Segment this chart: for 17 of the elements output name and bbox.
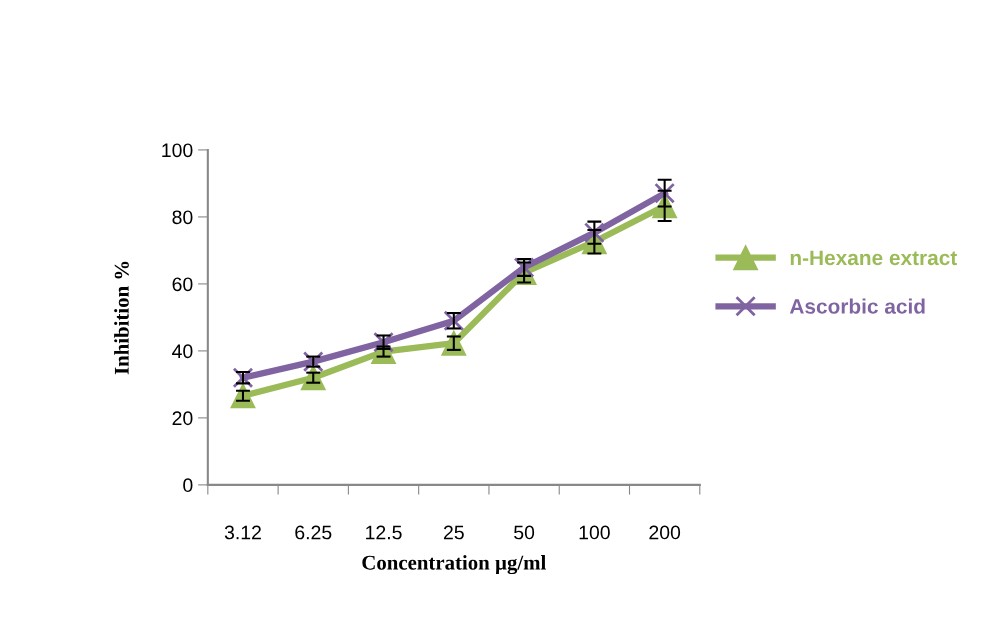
y-tick-label: 80: [172, 210, 193, 225]
y-axis-title: Inhibition %: [114, 261, 129, 375]
y-tick-label: 100: [162, 143, 193, 158]
legend-label: n-Hexane extract: [790, 250, 958, 266]
y-tick-label: 60: [172, 277, 193, 292]
x-tick-label: 25: [443, 525, 464, 540]
x-tick-label: 50: [514, 525, 535, 540]
x-tick-label: 12.5: [366, 525, 402, 540]
x-axis-title: Concentration µg/ml: [362, 555, 546, 575]
legend-label: Ascorbic acid: [789, 298, 925, 314]
x-tick-label: 3.12: [224, 525, 261, 540]
x-tick-label: 100: [579, 525, 610, 540]
x-tick-label: 6.25: [295, 525, 332, 540]
x-tick-label: 200: [649, 525, 681, 540]
y-tick-label: 20: [172, 411, 193, 426]
y-tick-label: 0: [183, 478, 193, 493]
y-tick-label: 40: [172, 344, 193, 359]
